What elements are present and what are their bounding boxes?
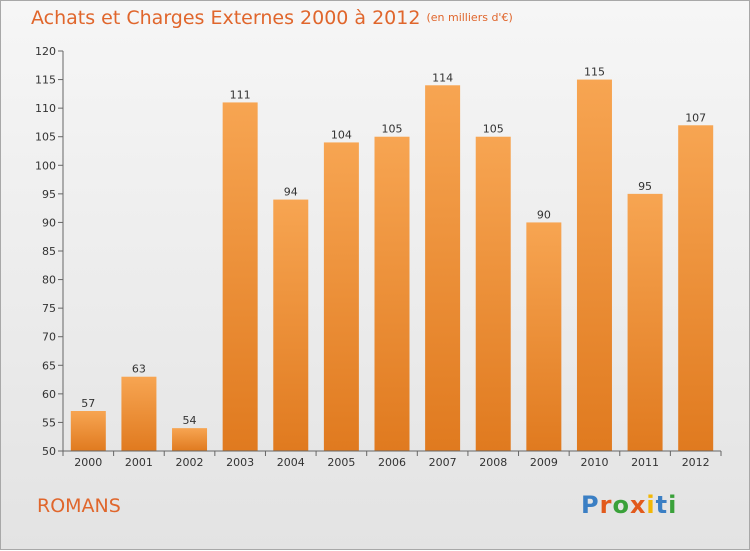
bar (374, 136, 410, 451)
logo-letter: i (668, 491, 678, 519)
bar-value-label: 57 (81, 397, 95, 410)
logo-letter: r (599, 491, 613, 519)
x-tick-label: 2000 (74, 456, 102, 469)
x-tick-label: 2006 (378, 456, 406, 469)
bar (222, 102, 258, 451)
logo-letter: i (646, 491, 656, 519)
bar-value-label: 111 (230, 88, 251, 101)
x-tick-label: 2007 (429, 456, 457, 469)
x-tick-label: 2012 (682, 456, 710, 469)
y-tick-label: 75 (42, 302, 56, 315)
bar (121, 376, 157, 451)
bar (70, 411, 106, 451)
bar (172, 428, 208, 451)
x-tick-label: 2001 (125, 456, 153, 469)
x-tick-label: 2004 (277, 456, 305, 469)
y-tick-label: 120 (35, 45, 56, 58)
bar-value-label: 90 (537, 208, 551, 221)
x-tick-label: 2010 (580, 456, 608, 469)
city-label: ROMANS (37, 495, 121, 517)
x-tick-label: 2009 (530, 456, 558, 469)
x-tick-label: 2008 (479, 456, 507, 469)
axes-group: 50 55 60 65 70 75 80 85 90 95 100 105 110 115 120 2000 2… (35, 45, 722, 469)
bar-value-label: 94 (284, 186, 298, 199)
y-tick-label: 65 (42, 359, 56, 372)
logo-letter: x (629, 491, 647, 519)
logo-letter: t (655, 491, 669, 519)
bar-value-label: 105 (483, 123, 504, 136)
bar (576, 79, 612, 452)
bar-value-label: 115 (584, 66, 605, 79)
bar-value-label: 95 (638, 180, 652, 193)
y-tick-label: 50 (42, 445, 56, 458)
x-tick-label: 2011 (631, 456, 659, 469)
y-tick-label: 100 (35, 159, 56, 172)
bar (425, 85, 461, 452)
chart-title: Achats et Charges Externes 2000 à 2012 (e… (31, 7, 513, 29)
bars-group: 57 63 54 111 94 104 105 114 105 90 115 95 107 (70, 66, 714, 452)
bar (627, 193, 663, 451)
bar (678, 125, 714, 452)
y-tick-label: 110 (35, 102, 56, 115)
logo-letter: o (612, 491, 630, 519)
logo-letter: P (581, 491, 600, 519)
bar-value-label: 114 (432, 71, 453, 84)
bar-value-label: 104 (331, 128, 352, 141)
bar-value-label: 105 (382, 123, 403, 136)
y-tick-label: 80 (42, 274, 56, 287)
proxiti-logo: Proxiti (581, 491, 677, 519)
y-tick-label: 90 (42, 216, 56, 229)
x-tick-label: 2005 (327, 456, 355, 469)
bar (475, 136, 511, 451)
y-tick-label: 55 (42, 416, 56, 429)
chart-subtitle: (en milliers d'€) (426, 11, 513, 24)
y-tick-label: 70 (42, 331, 56, 344)
chart-title-text: Achats et Charges Externes 2000 à 2012 (31, 7, 421, 29)
y-tick-label: 95 (42, 188, 56, 201)
bar-value-label: 63 (132, 363, 146, 376)
y-tick-label: 85 (42, 245, 56, 258)
bar-value-label: 107 (685, 111, 706, 124)
x-tick-label: 2002 (176, 456, 204, 469)
x-tick-label: 2003 (226, 456, 254, 469)
bar-value-label: 54 (183, 414, 197, 427)
bar (273, 199, 309, 451)
y-tick-label: 115 (35, 74, 56, 87)
y-tick-label: 60 (42, 388, 56, 401)
bar (323, 142, 359, 451)
bar (526, 222, 562, 451)
y-tick-label: 105 (35, 131, 56, 144)
